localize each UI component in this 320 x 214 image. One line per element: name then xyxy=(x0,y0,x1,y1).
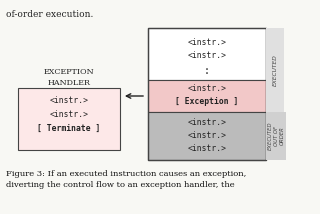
Text: [ Exception ]: [ Exception ] xyxy=(175,97,239,106)
Text: <instr.>: <instr.> xyxy=(188,51,227,60)
Text: [ Terminate ]: [ Terminate ] xyxy=(37,124,101,133)
Text: of-order execution.: of-order execution. xyxy=(6,10,93,19)
Text: <instr.>: <instr.> xyxy=(50,96,89,105)
Text: EXCEPTION: EXCEPTION xyxy=(44,68,94,76)
Text: diverting the control flow to an exception handler, the: diverting the control flow to an excepti… xyxy=(6,181,235,189)
Text: <instr.>: <instr.> xyxy=(188,131,227,140)
Text: <instr.>: <instr.> xyxy=(188,84,227,93)
Text: Figure 3: If an executed instruction causes an exception,: Figure 3: If an executed instruction cau… xyxy=(6,170,246,178)
Text: <instr.>: <instr.> xyxy=(188,38,227,47)
Bar xyxy=(266,112,286,160)
Text: HANDLER: HANDLER xyxy=(47,79,91,87)
Bar xyxy=(148,112,266,160)
Text: <instr.>: <instr.> xyxy=(188,144,227,153)
Text: EXECUTED
OUT OF
ORDER: EXECUTED OUT OF ORDER xyxy=(268,122,284,150)
Bar xyxy=(148,80,266,112)
Text: EXECUTED: EXECUTED xyxy=(273,54,277,86)
Bar xyxy=(266,28,284,112)
Bar xyxy=(18,88,120,150)
Text: <instr.>: <instr.> xyxy=(188,118,227,127)
Bar xyxy=(148,28,266,160)
Text: :: : xyxy=(204,66,210,76)
Bar xyxy=(148,28,266,80)
Text: <instr.>: <instr.> xyxy=(50,110,89,119)
